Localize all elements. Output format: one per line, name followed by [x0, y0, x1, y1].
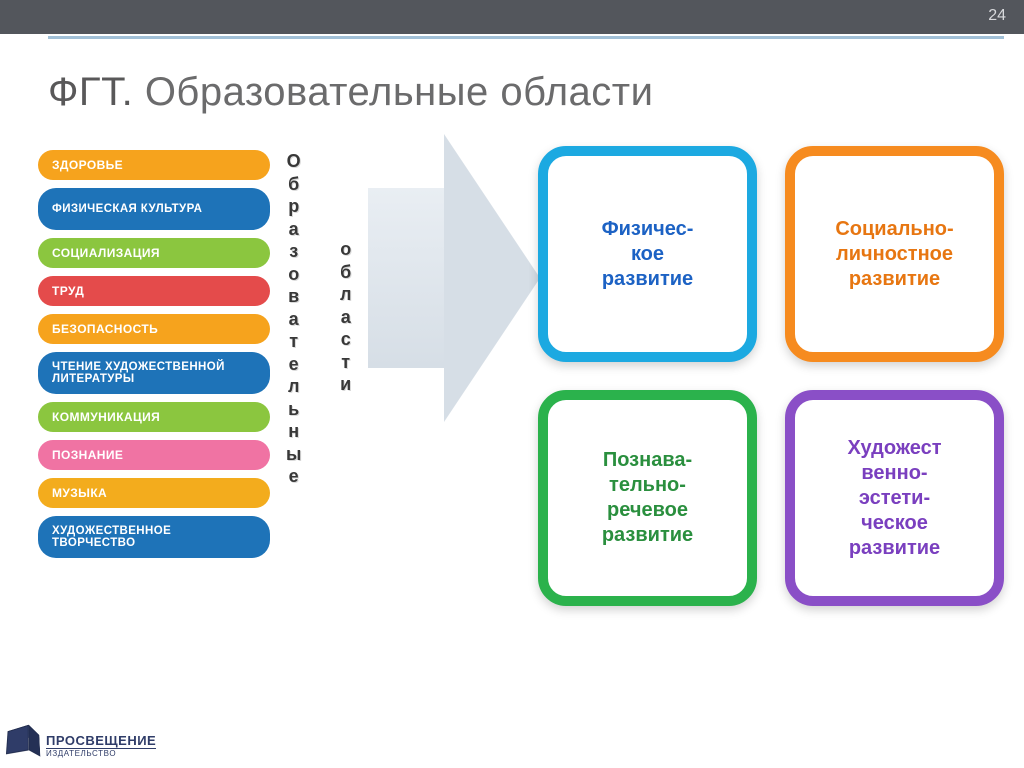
accent-border [48, 36, 1004, 39]
vertical-label-2: области [340, 238, 351, 396]
card-physical: Физичес-коеразвитие [538, 146, 757, 362]
vertical-label-1: Образовательные [286, 150, 301, 488]
title-rest: Образовательные области [145, 70, 654, 114]
bar-item: ЗДОРОВЬЕ [38, 150, 270, 180]
bar-item: КОММУНИКАЦИЯ [38, 402, 270, 432]
card-label: Художественно-эстети-ческоеразвитие [847, 436, 941, 561]
bar-item: СОЦИАЛИЗАЦИЯ [38, 238, 270, 268]
bar-item: ЧТЕНИЕ ХУДОЖЕСТВЕННОЙ ЛИТЕРАТУРЫ [38, 352, 270, 394]
page-title: ФГТ. Образовательные области [48, 70, 653, 115]
bar-item: ФИЗИЧЕСКАЯ КУЛЬТУРА [38, 188, 270, 230]
card-cognitive: Познава-тельно-речевоеразвитие [538, 390, 757, 606]
arrow-icon [368, 188, 444, 368]
bar-item: ХУДОЖЕСТВЕННОЕ ТВОРЧЕСТВО [38, 516, 270, 558]
page-number: 24 [988, 7, 1006, 25]
title-prefix: ФГТ. [48, 70, 133, 114]
card-artistic: Художественно-эстети-ческоеразвитие [785, 390, 1004, 606]
bar-item: ТРУД [38, 276, 270, 306]
publisher-logo: ПРОСВЕЩЕНИЕ ИЗДАТЕЛЬСТВО [12, 732, 156, 760]
top-strip: 24 [0, 0, 1024, 34]
bars-column: ЗДОРОВЬЕ ФИЗИЧЕСКАЯ КУЛЬТУРА СОЦИАЛИЗАЦИЯ Т… [38, 150, 270, 566]
bar-item: МУЗЫКА [38, 478, 270, 508]
card-label: Социально-личностноеразвитие [835, 217, 953, 292]
logo-text: ПРОСВЕЩЕНИЕ ИЗДАТЕЛЬСТВО [46, 734, 156, 758]
bar-item: БЕЗОПАСНОСТЬ [38, 314, 270, 344]
bar-item: ПОЗНАНИЕ [38, 440, 270, 470]
card-label: Физичес-коеразвитие [602, 217, 694, 292]
cards-grid: Физичес-коеразвитие Социально-личностное… [538, 146, 1004, 606]
logo-name: ПРОСВЕЩЕНИЕ [46, 734, 156, 747]
content: ЗДОРОВЬЕ ФИЗИЧЕСКАЯ КУЛЬТУРА СОЦИАЛИЗАЦИЯ Т… [38, 150, 1004, 708]
card-social: Социально-личностноеразвитие [785, 146, 1004, 362]
logo-mark-icon [12, 732, 40, 760]
card-label: Познава-тельно-речевоеразвитие [602, 448, 693, 548]
logo-sub: ИЗДАТЕЛЬСТВО [46, 748, 156, 758]
